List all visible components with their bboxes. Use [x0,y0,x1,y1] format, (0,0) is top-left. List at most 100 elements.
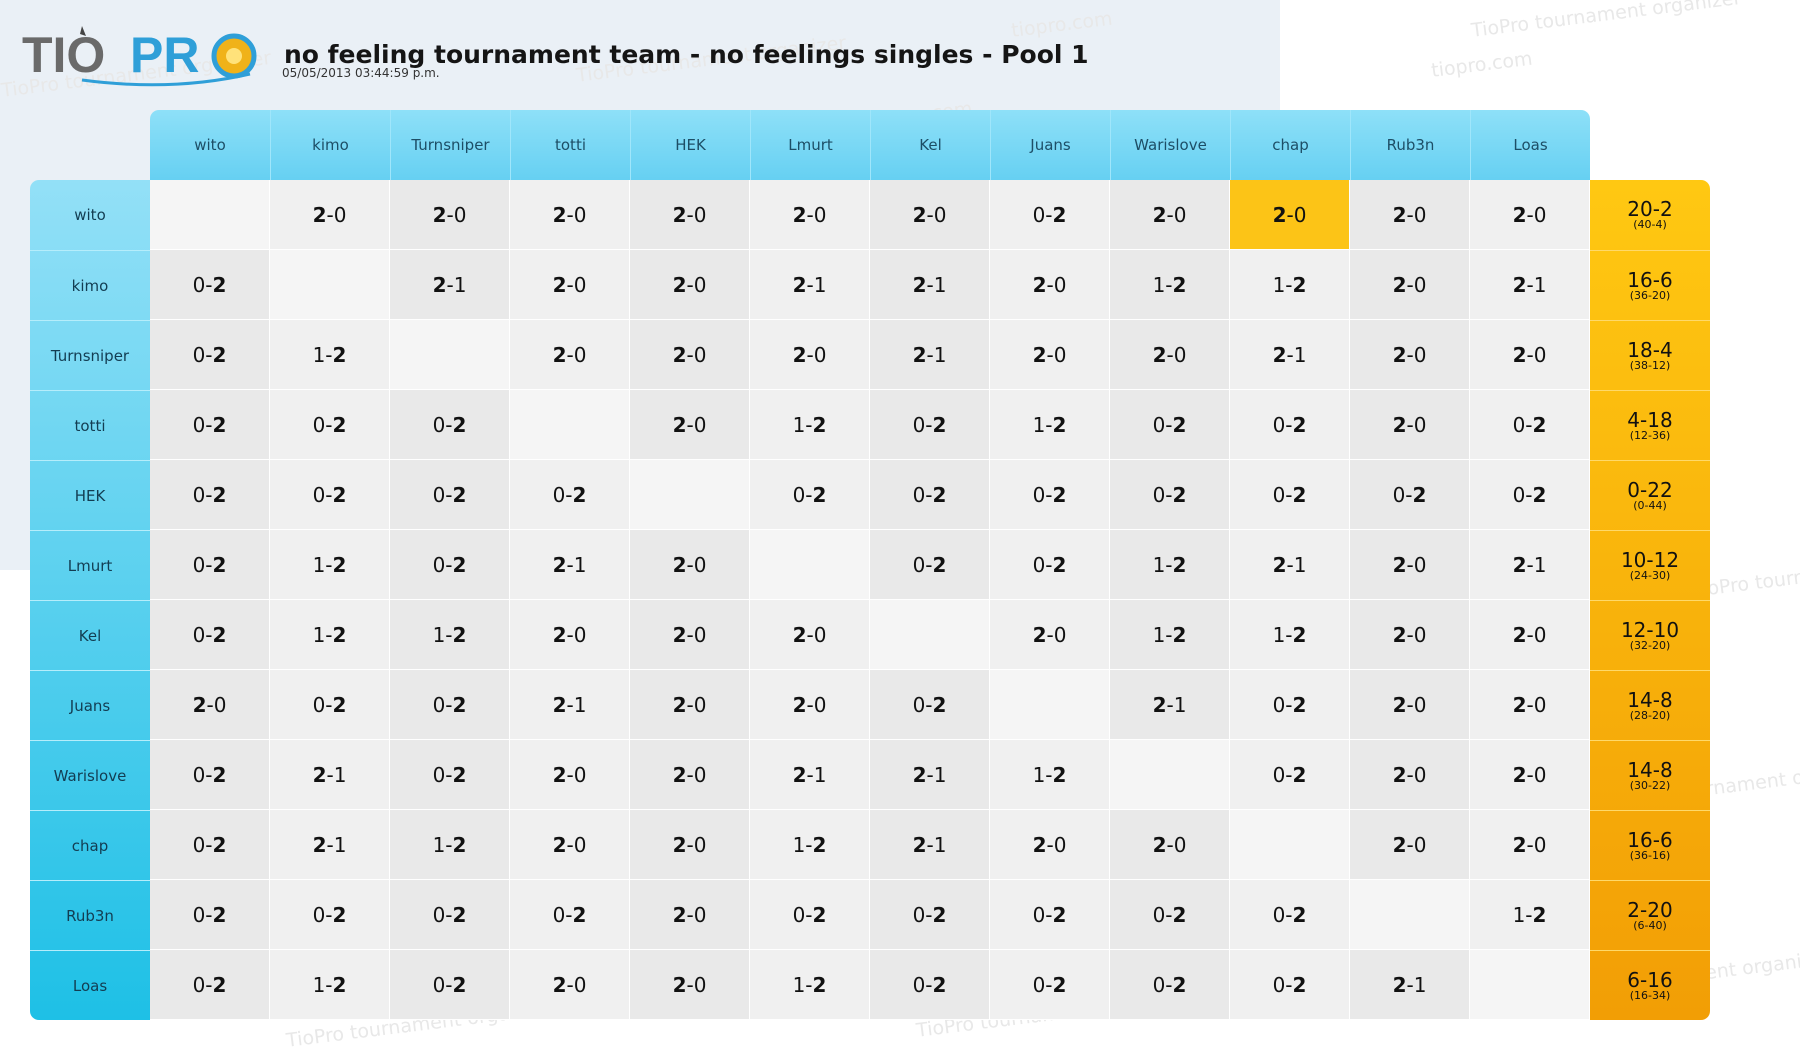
score-right: 2 [812,412,827,437]
score-separator: - [805,412,813,437]
score-left: 2 [312,202,327,227]
match-result-cell: 0-2 [150,460,270,530]
score-left: 2 [552,832,567,857]
score-left: 2 [1512,832,1527,857]
score-left: 1 [312,622,326,647]
player-total: 0-22 (0-44) [1590,460,1710,530]
match-result-cell: 0-2 [150,950,270,1020]
column-header-player: HEK [630,110,750,180]
score-separator: - [566,692,574,717]
score-right: 2 [1292,622,1307,647]
player-total: 18-4 (38-12) [1590,320,1710,390]
match-result-cell: 0-2 [270,390,390,460]
score-right: 0 [813,202,827,227]
score-right: 2 [212,832,227,857]
score-separator: - [806,692,814,717]
score-separator: - [1285,482,1293,507]
score-separator: - [1165,272,1173,297]
match-result-cell: 2-0 [1110,320,1230,390]
player-total: 16-6 (36-16) [1590,810,1710,880]
score-right: 0 [1533,762,1547,787]
score-separator: - [1406,832,1414,857]
score-left: 0 [1152,902,1166,927]
score-left: 2 [1392,342,1407,367]
match-result-cell: 0-2 [990,180,1110,250]
score-right: 2 [452,412,467,437]
self-match-cell [1110,740,1230,810]
match-result-cell: 0-2 [870,880,990,950]
score-right: 2 [332,972,347,997]
score-right: 2 [1532,482,1547,507]
score-right: 2 [332,692,347,717]
score-left: 2 [1512,762,1527,787]
score-left: 2 [312,832,327,857]
score-left: 0 [912,972,926,997]
score-left: 2 [672,202,687,227]
score-separator: - [566,972,574,997]
score-left: 2 [1392,272,1407,297]
total-record: 4-18 [1627,407,1673,432]
score-right: 0 [1533,622,1547,647]
score-separator: - [325,622,333,647]
score-left: 1 [312,552,326,577]
score-separator: - [1046,272,1054,297]
score-separator: - [1165,482,1173,507]
score-left: 1 [432,832,446,857]
score-right: 0 [933,202,947,227]
match-result-cell: 0-2 [1110,880,1230,950]
match-result-cell: 2-0 [510,740,630,810]
score-separator: - [1045,762,1053,787]
column-header-player: Turnsniper [390,110,510,180]
score-right: 0 [1293,202,1307,227]
score-left: 0 [1512,412,1526,437]
self-match-cell [1230,810,1350,880]
match-result-cell: 2-0 [990,320,1110,390]
match-result-cell: 2-0 [630,670,750,740]
score-separator: - [806,622,814,647]
score-separator: - [925,482,933,507]
score-left: 1 [1272,622,1286,647]
score-right: 0 [1533,202,1547,227]
match-result-cell: 2-0 [510,950,630,1020]
score-separator: - [686,692,694,717]
score-right: 1 [453,272,467,297]
score-separator: - [925,972,933,997]
total-games: (0-44) [1633,498,1667,512]
score-left: 2 [1512,272,1527,297]
match-result-cell: 0-2 [390,950,510,1020]
score-right: 0 [1173,202,1187,227]
score-separator: - [445,412,453,437]
score-left: 1 [1032,762,1046,787]
match-result-cell: 2-0 [990,810,1110,880]
score-right: 1 [1293,552,1307,577]
score-right: 2 [452,972,467,997]
column-header-player: Warislove [1110,110,1230,180]
total-games: (28-20) [1629,708,1671,722]
score-left: 1 [1152,622,1166,647]
score-separator: - [566,202,574,227]
tiopro-logo: TIO PR [22,26,257,87]
score-separator: - [445,832,453,857]
score-right: 0 [813,342,827,367]
score-separator: - [805,832,813,857]
score-right: 2 [1052,202,1067,227]
score-left: 2 [792,762,807,787]
match-result-cell: 0-2 [390,670,510,740]
score-left: 0 [192,832,206,857]
match-result-cell: 2-1 [870,250,990,320]
score-separator: - [1526,202,1534,227]
score-right: 2 [1292,972,1307,997]
match-result-cell: 0-2 [1230,740,1350,810]
score-left: 0 [792,482,806,507]
total-record: 20-2 [1627,197,1673,221]
match-result-cell: 2-0 [630,180,750,250]
total-games: (32-20) [1629,638,1671,652]
score-right: 0 [1533,832,1547,857]
match-result-cell: 2-0 [1470,810,1590,880]
match-result-cell: 2-0 [510,320,630,390]
score-left: 2 [672,552,687,577]
match-result-cell: 1-2 [390,600,510,670]
score-left: 2 [1512,552,1527,577]
score-left: 2 [1272,202,1287,227]
total-games: (16-34) [1629,988,1671,1002]
